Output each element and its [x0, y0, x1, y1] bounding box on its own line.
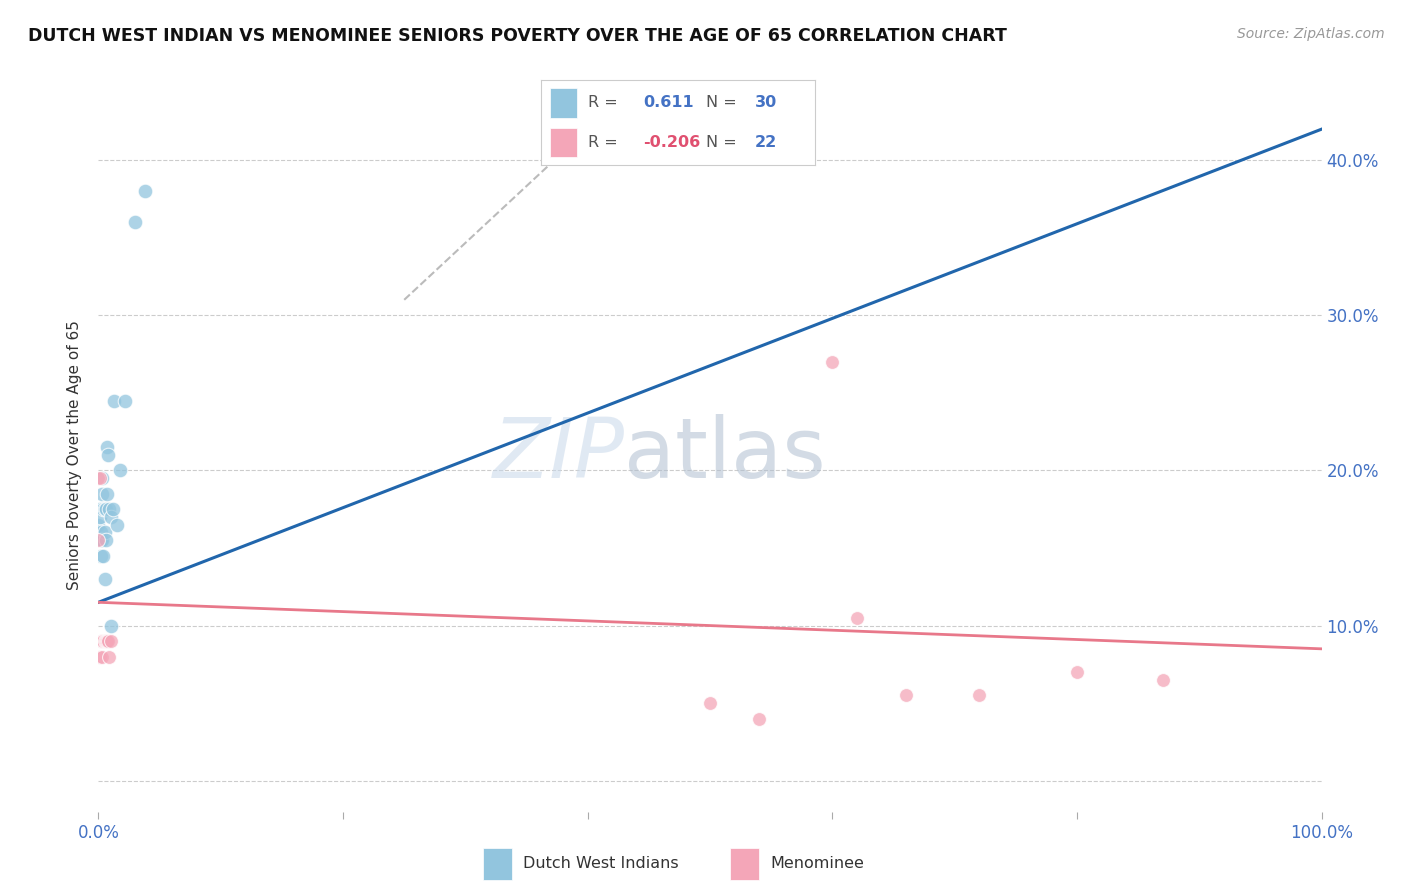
- Point: [91, 634, 114, 648]
- Point: [1152, 673, 1174, 687]
- Text: ZIP: ZIP: [492, 415, 624, 495]
- Point: [90, 533, 112, 548]
- Point: [94, 634, 117, 648]
- Y-axis label: Seniors Poverty Over the Age of 65: Seniors Poverty Over the Age of 65: [67, 320, 83, 590]
- Point: [96, 440, 118, 454]
- Point: [91, 502, 114, 516]
- Point: [101, 502, 124, 516]
- Point: [90, 549, 112, 563]
- Point: [821, 355, 844, 369]
- Text: N =: N =: [706, 95, 742, 110]
- Point: [96, 634, 118, 648]
- Point: [96, 486, 118, 500]
- Bar: [482, 848, 512, 880]
- Point: [89, 510, 111, 524]
- Point: [91, 486, 114, 500]
- Point: [87, 471, 110, 485]
- Point: [699, 696, 721, 710]
- Point: [97, 634, 120, 648]
- Text: 22: 22: [755, 135, 778, 150]
- Point: [91, 649, 114, 664]
- Text: Menominee: Menominee: [770, 855, 865, 871]
- Point: [98, 502, 121, 516]
- Point: [114, 393, 136, 408]
- Bar: [730, 848, 759, 880]
- Point: [89, 471, 111, 485]
- Point: [93, 634, 115, 648]
- Point: [105, 517, 128, 532]
- Bar: [550, 128, 576, 157]
- Text: DUTCH WEST INDIAN VS MENOMINEE SENIORS POVERTY OVER THE AGE OF 65 CORRELATION CH: DUTCH WEST INDIAN VS MENOMINEE SENIORS P…: [28, 27, 1007, 45]
- Point: [87, 517, 110, 532]
- Point: [91, 471, 114, 485]
- Point: [100, 618, 122, 632]
- Point: [845, 611, 868, 625]
- Point: [103, 393, 125, 408]
- Point: [91, 549, 114, 563]
- Text: N =: N =: [706, 135, 742, 150]
- Point: [94, 502, 117, 516]
- Text: Source: ZipAtlas.com: Source: ZipAtlas.com: [1237, 27, 1385, 41]
- Point: [89, 649, 111, 664]
- Point: [967, 689, 990, 703]
- Text: 30: 30: [755, 95, 778, 110]
- Text: R =: R =: [588, 95, 623, 110]
- Point: [91, 634, 114, 648]
- Point: [93, 502, 115, 516]
- Point: [1066, 665, 1088, 679]
- Point: [97, 448, 120, 462]
- Point: [90, 634, 112, 648]
- Point: [93, 572, 115, 586]
- Bar: [550, 88, 576, 118]
- Point: [748, 712, 770, 726]
- Point: [134, 184, 156, 198]
- Text: atlas: atlas: [624, 415, 827, 495]
- Point: [124, 215, 146, 229]
- Point: [93, 525, 115, 540]
- Point: [100, 510, 122, 524]
- Point: [100, 634, 122, 648]
- Point: [98, 649, 121, 664]
- Point: [90, 525, 112, 540]
- Point: [94, 533, 117, 548]
- Text: Dutch West Indians: Dutch West Indians: [523, 855, 679, 871]
- Text: R =: R =: [588, 135, 623, 150]
- Text: -0.206: -0.206: [643, 135, 700, 150]
- Point: [87, 533, 110, 548]
- Text: 0.611: 0.611: [643, 95, 693, 110]
- Point: [89, 502, 111, 516]
- Point: [91, 533, 114, 548]
- Point: [110, 463, 132, 477]
- Point: [894, 689, 917, 703]
- Point: [87, 533, 110, 548]
